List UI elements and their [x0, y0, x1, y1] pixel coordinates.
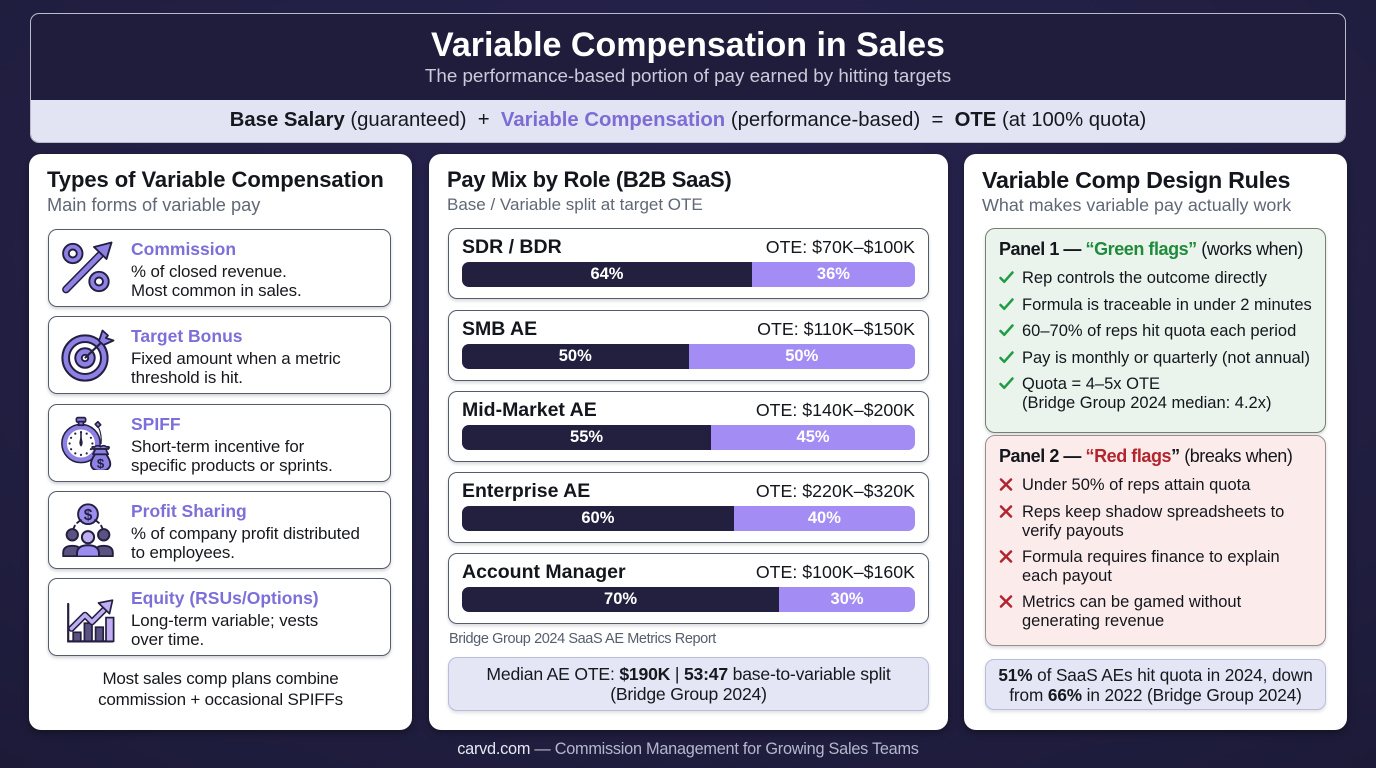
svg-text:$: $	[84, 507, 93, 524]
svg-text:$: $	[97, 456, 105, 470]
